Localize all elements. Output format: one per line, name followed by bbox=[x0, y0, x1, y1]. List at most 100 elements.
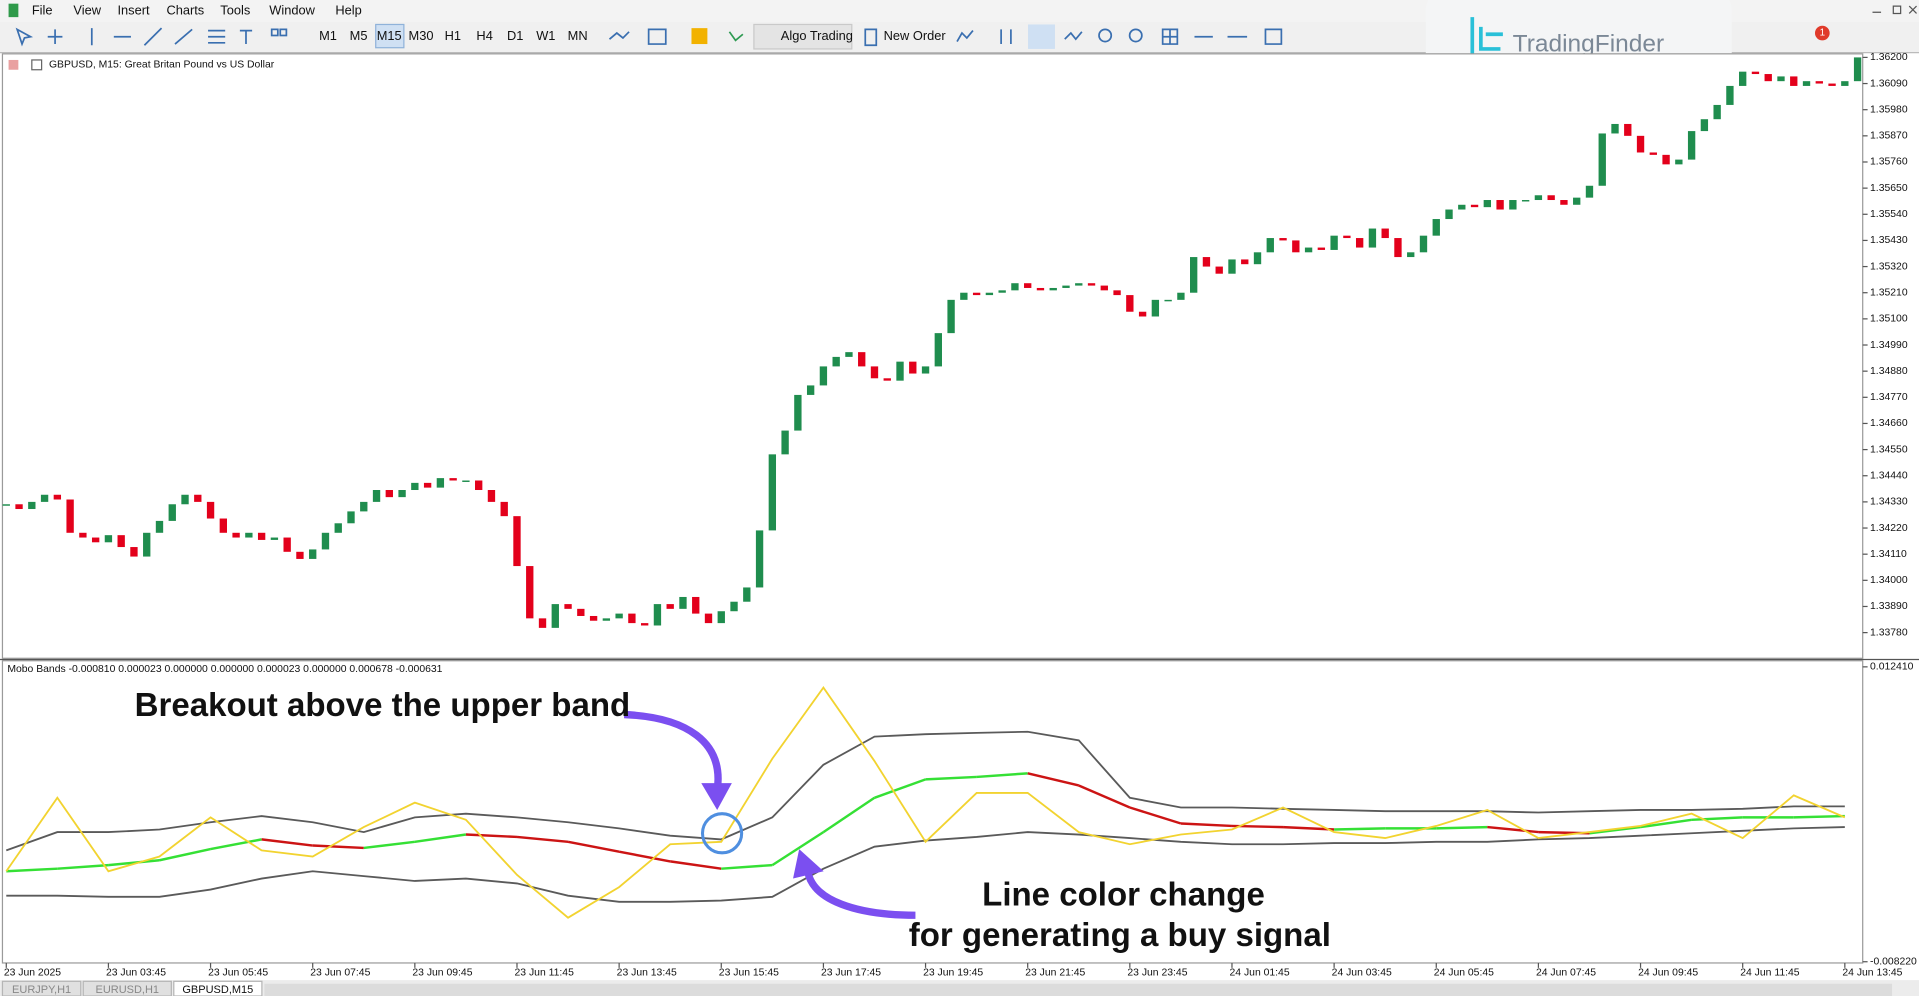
candle bbox=[858, 352, 866, 367]
candle bbox=[1138, 311, 1147, 317]
timeframe-button[interactable]: H4 bbox=[476, 28, 492, 43]
candle bbox=[755, 530, 764, 588]
y-tick-label: 1.33890 bbox=[1870, 601, 1908, 612]
tab[interactable] bbox=[173, 980, 263, 996]
candle bbox=[883, 378, 891, 381]
notification-badge[interactable] bbox=[1814, 25, 1830, 41]
x-tick-label: 23 Jun 07:45 bbox=[310, 968, 370, 979]
middle-band-segment bbox=[618, 850, 671, 863]
middle-band-segment bbox=[1793, 814, 1845, 819]
y-tick-label: 1.34880 bbox=[1870, 366, 1908, 377]
candle bbox=[181, 494, 189, 505]
y-tick-label: 1.35210 bbox=[1870, 287, 1908, 298]
middle-band-segment bbox=[516, 835, 569, 844]
x-tick-label: 23 Jun 15:45 bbox=[719, 968, 779, 979]
timeframe-button[interactable]: M5 bbox=[350, 28, 368, 43]
y-tick-label: 1.35100 bbox=[1870, 314, 1908, 325]
window-controls[interactable] bbox=[1872, 5, 1917, 15]
candle bbox=[1496, 200, 1504, 210]
y-tick-label: 0.012410 bbox=[1870, 662, 1914, 673]
active-timeframe bbox=[375, 23, 405, 49]
timeframe-button[interactable]: M1 bbox=[319, 28, 337, 43]
algo-button[interactable] bbox=[753, 23, 853, 50]
menu-item[interactable]: Help bbox=[335, 2, 361, 17]
candle bbox=[1853, 57, 1862, 82]
middle-band-segment bbox=[1282, 825, 1335, 831]
zoom-in bbox=[1098, 28, 1113, 43]
timeframe-button[interactable]: D1 bbox=[507, 28, 523, 43]
candle bbox=[1407, 252, 1415, 258]
menu-item[interactable]: Charts bbox=[166, 2, 204, 17]
menu-item[interactable]: View bbox=[73, 2, 101, 17]
candle bbox=[998, 290, 1006, 293]
candle bbox=[168, 504, 176, 521]
candle bbox=[1279, 238, 1287, 241]
tab[interactable] bbox=[82, 980, 172, 996]
timeframe-button[interactable]: M15 bbox=[377, 28, 402, 43]
candle bbox=[1292, 240, 1300, 253]
zoom-out bbox=[1128, 28, 1143, 43]
candle bbox=[104, 535, 113, 543]
candle bbox=[436, 478, 445, 488]
candle bbox=[270, 537, 279, 540]
timeframe-button[interactable]: MN bbox=[568, 28, 588, 43]
candle bbox=[143, 532, 151, 557]
x-tick-label: 23 Jun 13:45 bbox=[617, 968, 677, 979]
candle bbox=[896, 361, 904, 381]
x-tick-label: 24 Jun 13:45 bbox=[1842, 968, 1902, 979]
candle bbox=[385, 490, 393, 498]
middle-band-segment bbox=[1589, 825, 1641, 835]
timeframe-button[interactable]: W1 bbox=[536, 28, 555, 43]
candle bbox=[1790, 76, 1798, 86]
x-tick-label: 23 Jun 05:45 bbox=[208, 968, 268, 979]
middle-band-segment bbox=[159, 847, 211, 862]
candle bbox=[972, 292, 981, 296]
candle bbox=[1011, 283, 1019, 291]
y-tick-label: 1.35320 bbox=[1870, 261, 1908, 272]
candle bbox=[934, 333, 942, 367]
x-tick-label: 23 Jun 21:45 bbox=[1025, 968, 1085, 979]
x-tick-label: 24 Jun 03:45 bbox=[1332, 968, 1392, 979]
x-tick-label: 23 Jun 09:45 bbox=[412, 968, 472, 979]
middle-band-segment bbox=[57, 863, 109, 870]
x-tick-label: 24 Jun 09:45 bbox=[1638, 968, 1698, 979]
candle bbox=[704, 613, 713, 624]
candle bbox=[334, 523, 342, 533]
candle bbox=[768, 454, 777, 531]
candle bbox=[1700, 119, 1709, 132]
y-tick-label: 1.34550 bbox=[1870, 444, 1908, 455]
menu-item[interactable]: Insert bbox=[117, 2, 150, 17]
candle bbox=[449, 478, 457, 481]
timeframe-button[interactable]: M30 bbox=[409, 28, 434, 43]
tab[interactable] bbox=[1, 980, 82, 996]
y-tick-label: 1.35980 bbox=[1870, 104, 1908, 115]
candle bbox=[398, 490, 406, 498]
scrollbar[interactable] bbox=[264, 983, 1893, 996]
timeframe-button[interactable]: H1 bbox=[445, 28, 461, 43]
candle bbox=[921, 366, 930, 374]
middle-band-segment bbox=[210, 838, 262, 851]
middle-band-segment bbox=[721, 863, 773, 870]
candle bbox=[1802, 81, 1811, 86]
middle-band-segment bbox=[414, 833, 467, 844]
toolbar-button[interactable]: New Order bbox=[884, 28, 947, 43]
annotation: Line color change bbox=[982, 877, 1265, 914]
candle bbox=[475, 480, 483, 491]
indicator-line bbox=[5, 685, 1846, 919]
menu-item[interactable]: Window bbox=[269, 2, 315, 17]
menu-item[interactable]: Tools bbox=[220, 2, 250, 17]
y-tick-label: 1.34440 bbox=[1870, 470, 1908, 481]
arrowhead bbox=[701, 783, 732, 811]
candle bbox=[130, 547, 138, 557]
candle bbox=[526, 566, 534, 619]
middle-band-segment bbox=[874, 778, 926, 799]
candle bbox=[1049, 287, 1057, 291]
middle-band-segment bbox=[312, 844, 364, 850]
menu-item[interactable]: File bbox=[32, 2, 53, 17]
candle bbox=[947, 299, 955, 334]
middle-band-segment bbox=[567, 840, 620, 853]
toolbar-button[interactable]: Algo Trading bbox=[781, 28, 853, 43]
candle bbox=[960, 292, 968, 300]
candle bbox=[1394, 238, 1402, 258]
